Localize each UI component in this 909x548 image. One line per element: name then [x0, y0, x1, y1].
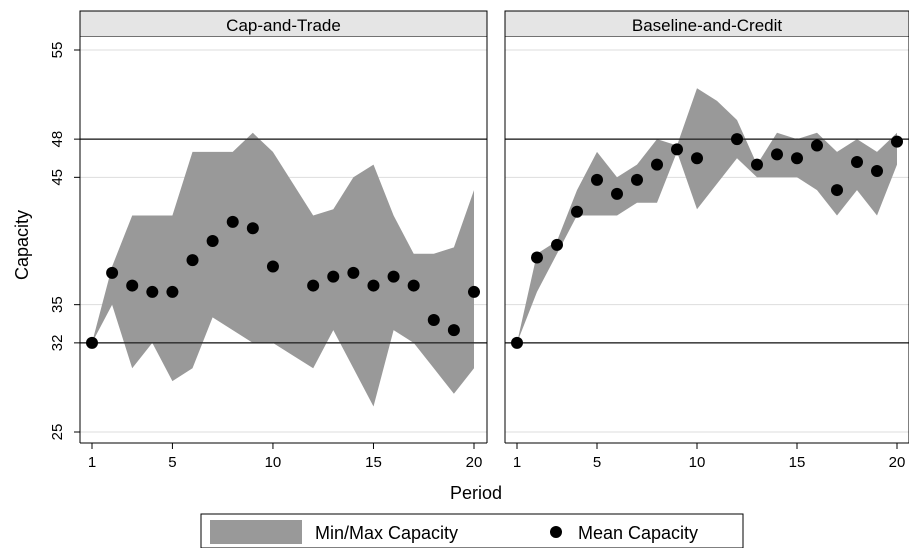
mean-point [811, 139, 823, 152]
facet-header [79, 10, 488, 38]
x-tick-label: 20 [466, 454, 483, 471]
mean-point [447, 324, 460, 337]
mean-point [791, 152, 803, 165]
legend-label-band: Min/Max Capacity [315, 523, 458, 543]
mean-point [106, 266, 119, 279]
mean-point [186, 254, 199, 267]
mean-point [671, 143, 683, 156]
x-tick-label: 15 [365, 454, 382, 471]
x-tick-label: 1 [88, 454, 96, 471]
facet-title: Baseline-and-Credit [632, 16, 783, 35]
legend-band-swatch [210, 520, 302, 544]
x-tick-label: 5 [593, 454, 601, 471]
min-max-band [92, 132, 474, 407]
mean-point [367, 279, 380, 292]
mean-point [731, 133, 743, 146]
legend: Min/Max Capacity Mean Capacity [200, 513, 744, 548]
x-axis-title: Period [450, 483, 502, 503]
y-tick-label: 48 [49, 131, 66, 148]
legend-mean-marker [550, 526, 562, 538]
x-tick-label: 5 [168, 454, 176, 471]
mean-point [166, 285, 179, 298]
mean-point [871, 164, 883, 177]
legend-label-mean: Mean Capacity [578, 523, 698, 543]
mean-point [427, 313, 440, 326]
y-tick-label: 25 [49, 424, 66, 441]
facet-title: Cap-and-Trade [226, 16, 341, 35]
x-tick-label: 1 [513, 454, 521, 471]
y-tick-label: 32 [49, 335, 66, 352]
y-tick-label: 35 [49, 296, 66, 313]
mean-point [387, 270, 400, 283]
mean-point [266, 260, 279, 273]
mean-point [851, 156, 863, 169]
mean-point [246, 222, 259, 235]
mean-point [146, 285, 159, 298]
mean-point [631, 173, 643, 186]
mean-point [691, 152, 703, 165]
mean-point [531, 251, 543, 264]
mean-point [407, 279, 420, 292]
x-tick-label: 10 [265, 454, 282, 471]
x-tick-label: 20 [889, 454, 906, 471]
mean-point [468, 285, 480, 298]
y-tick-label: 55 [49, 42, 66, 59]
mean-point [226, 215, 239, 228]
y-tick-label: 45 [49, 169, 66, 186]
y-axis-title: Capacity [12, 210, 32, 280]
mean-point [651, 158, 663, 171]
mean-point [86, 336, 98, 349]
mean-point [591, 173, 603, 186]
mean-point [327, 270, 340, 283]
mean-point [551, 238, 563, 251]
mean-point [831, 184, 843, 197]
mean-point [347, 266, 360, 279]
mean-point [126, 279, 139, 292]
mean-point [891, 135, 903, 148]
x-tick-label: 10 [689, 454, 706, 471]
x-tick-label: 15 [789, 454, 806, 471]
mean-point [206, 235, 219, 247]
min-max-band [517, 88, 897, 343]
mean-point [571, 205, 583, 218]
mean-point [751, 158, 763, 171]
mean-point [771, 148, 783, 161]
mean-point [611, 187, 623, 200]
mean-point [307, 279, 320, 292]
mean-point [511, 336, 523, 349]
